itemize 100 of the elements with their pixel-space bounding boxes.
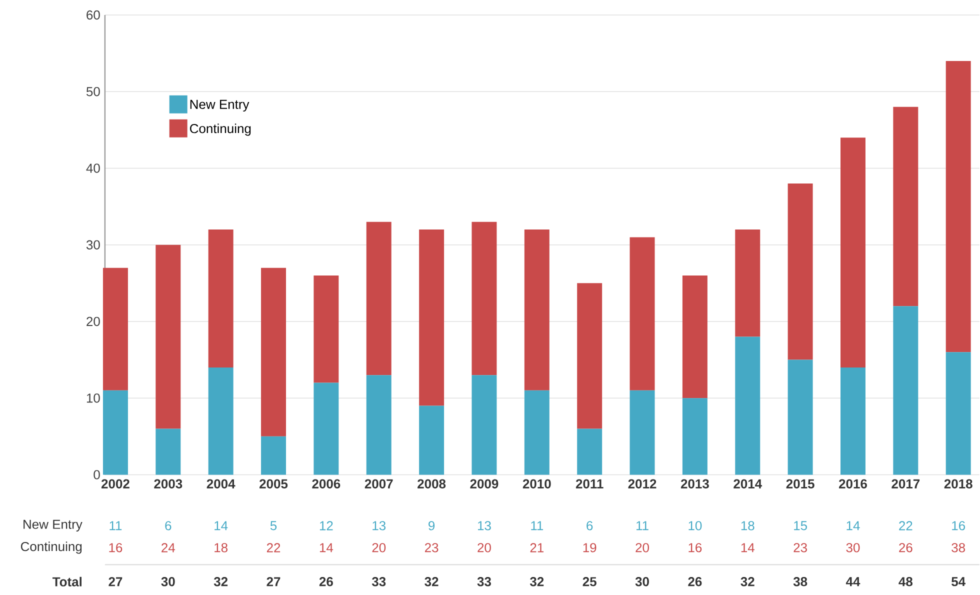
bar <box>735 336 760 475</box>
bar <box>208 368 234 475</box>
bar <box>524 230 550 391</box>
bar <box>156 428 181 475</box>
data-label: 16 <box>109 543 122 552</box>
text: New Entry <box>24 520 82 532</box>
bar <box>419 230 444 406</box>
y-tick-label: 60 <box>86 10 100 20</box>
bar <box>946 352 971 475</box>
text: 26 <box>688 577 702 586</box>
data-label: 23 <box>424 543 438 552</box>
text: Continuing <box>20 542 82 554</box>
bar <box>577 428 602 475</box>
x-tick-label: 2016 <box>838 479 867 489</box>
data-label: 20 <box>478 543 491 552</box>
text: 32 <box>530 577 544 586</box>
data-label: 13 <box>372 521 386 530</box>
bar <box>630 390 655 475</box>
bar <box>682 398 708 475</box>
y-tick-label: 20 <box>86 317 100 326</box>
text: 26 <box>319 577 333 586</box>
data-label: 20 <box>372 543 386 552</box>
data-label: 13 <box>478 521 491 530</box>
bar <box>314 276 339 383</box>
data-label: 5 <box>270 521 277 530</box>
data-label: 22 <box>899 521 912 530</box>
text: 27 <box>266 577 280 586</box>
text: 27 <box>108 577 122 586</box>
bar <box>840 368 866 475</box>
text: Total <box>52 577 82 587</box>
text: 30 <box>161 577 175 586</box>
data-label: 18 <box>214 543 228 552</box>
text: 48 <box>898 577 912 586</box>
bar <box>946 61 971 352</box>
text: 32 <box>424 577 438 586</box>
text: 30 <box>635 577 649 586</box>
text: 32 <box>214 577 228 586</box>
data-label: 14 <box>741 543 754 552</box>
data-label: 14 <box>214 521 228 530</box>
x-tick-label: 2006 <box>312 479 340 489</box>
data-label: 6 <box>165 521 172 530</box>
bar <box>366 222 392 376</box>
x-tick-label: 2010 <box>522 479 551 489</box>
data-label: 18 <box>741 521 754 530</box>
data-label: 6 <box>586 521 593 530</box>
x-tick-label: 2011 <box>576 479 604 489</box>
data-label: 22 <box>266 543 280 552</box>
bar <box>577 283 602 429</box>
data-label: 24 <box>162 543 175 552</box>
text: 38 <box>793 577 808 586</box>
data-label: 19 <box>583 543 596 552</box>
data-label: 16 <box>952 521 965 530</box>
data-label: 11 <box>636 521 648 530</box>
bar <box>102 268 128 391</box>
text: 33 <box>372 577 386 586</box>
x-tick-label: 2002 <box>101 479 130 489</box>
data-label: 12 <box>320 521 333 530</box>
x-tick-label: 2008 <box>418 479 446 489</box>
x-tick-label: 2003 <box>154 479 182 489</box>
bar <box>630 237 655 391</box>
text: 54 <box>952 577 966 586</box>
data-label: 15 <box>794 521 807 530</box>
bar <box>261 268 286 437</box>
bar <box>472 375 497 475</box>
y-tick-label: 40 <box>86 164 100 173</box>
bar <box>366 375 392 475</box>
bar <box>893 107 918 306</box>
data-label: 38 <box>952 543 965 552</box>
text: 44 <box>846 577 860 586</box>
data-label: 30 <box>846 543 860 552</box>
x-tick-label: 2012 <box>628 479 656 489</box>
text: 25 <box>582 577 596 586</box>
x-tick-label: 2018 <box>944 479 972 489</box>
data-label: 20 <box>636 543 649 552</box>
bar <box>208 230 234 368</box>
bar <box>102 390 128 475</box>
data-label: 14 <box>846 521 860 530</box>
x-tick-label: 2015 <box>786 479 814 489</box>
data-label: 26 <box>899 543 912 552</box>
data-label: 14 <box>320 543 334 552</box>
data-label: 21 <box>530 543 544 552</box>
bar <box>682 276 708 398</box>
bar <box>735 230 760 337</box>
data-label: 11 <box>531 521 544 530</box>
x-tick-label: 2014 <box>734 479 762 489</box>
legend-label: New Entry <box>190 100 250 112</box>
bar <box>156 245 181 429</box>
bar <box>840 138 866 368</box>
data-label: 10 <box>688 521 702 530</box>
bar <box>524 390 550 475</box>
x-tick-label: 2005 <box>260 479 288 489</box>
legend-label: Continuing <box>190 124 251 136</box>
data-label: 23 <box>794 543 807 552</box>
data-label: 9 <box>428 521 435 530</box>
data-label: 16 <box>688 543 702 552</box>
bar <box>314 382 339 475</box>
x-tick-label: 2007 <box>364 479 393 489</box>
bar <box>788 184 813 360</box>
y-tick-label: 30 <box>86 240 100 250</box>
x-tick-label: 2013 <box>680 479 709 489</box>
